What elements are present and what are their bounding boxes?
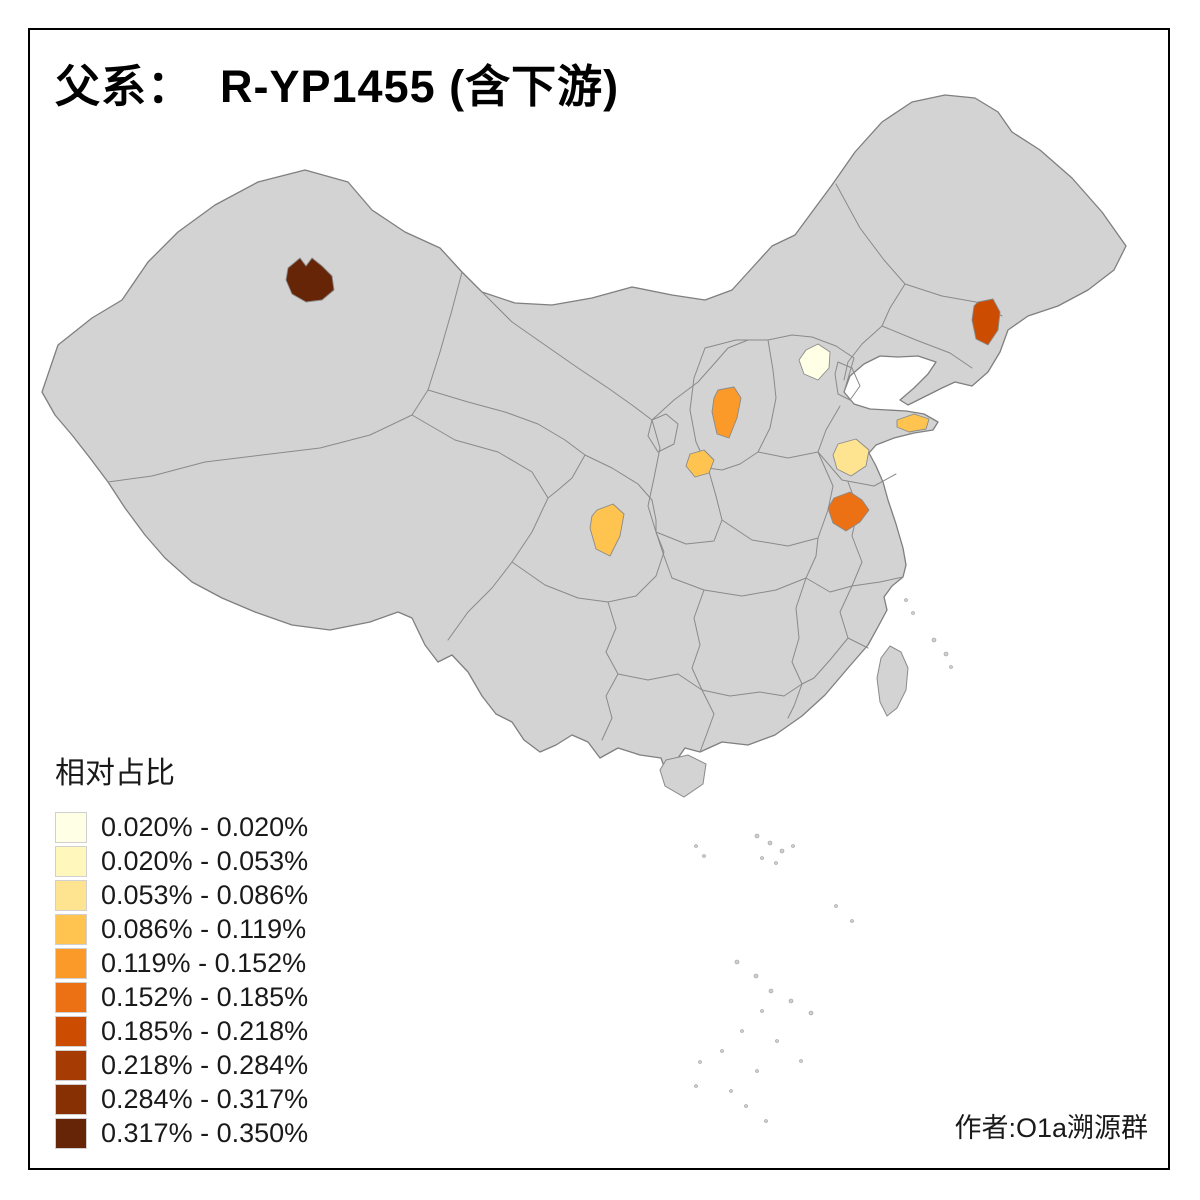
island-dot (904, 598, 908, 602)
legend-swatch (55, 1117, 87, 1149)
sea-islands (694, 598, 953, 1123)
legend-swatch (55, 879, 87, 911)
choropleth-region-anhui-north (827, 491, 870, 532)
island-dot (850, 919, 854, 923)
legend-label: 0.152% - 0.185% (101, 981, 309, 1012)
island-dot (740, 1029, 744, 1033)
choropleth-region-shanxi-south (685, 449, 715, 478)
legend-swatch (55, 981, 87, 1013)
highlighted-regions (285, 257, 1001, 557)
legend-label: 0.317% - 0.350% (101, 1117, 309, 1148)
choropleth-region-shandong-west (832, 438, 870, 477)
islands (659, 598, 953, 1123)
legend-item: 0.218% - 0.284% (55, 1048, 308, 1082)
island-dot (779, 848, 785, 854)
taiwan-island (876, 645, 909, 717)
country-outline (41, 94, 1127, 773)
legend-item: 0.020% - 0.053% (55, 844, 308, 878)
island-dot (788, 998, 794, 1004)
legend-item: 0.185% - 0.218% (55, 1014, 308, 1048)
legend-label: 0.086% - 0.119% (101, 913, 307, 944)
island-dot (774, 861, 778, 865)
legend-label: 0.053% - 0.086% (101, 879, 309, 910)
island-dot (943, 651, 949, 657)
choropleth-region-jilin-east (971, 298, 1001, 346)
island-dot (760, 856, 764, 860)
legend-item: 0.053% - 0.086% (55, 878, 308, 912)
island-dot (702, 854, 706, 858)
island-dot (694, 844, 698, 848)
island-dot (791, 844, 795, 848)
choropleth-region-xinjiang-ili (285, 257, 335, 303)
legend-item: 0.086% - 0.119% (55, 912, 308, 946)
legend-swatch (55, 1049, 87, 1081)
legend-item: 0.119% - 0.152% (55, 946, 308, 980)
hainan-island (659, 754, 707, 798)
island-dot (764, 1119, 768, 1123)
legend-label: 0.020% - 0.053% (101, 845, 309, 876)
choropleth-region-shandong-peninsula (896, 413, 930, 433)
island-dot (775, 1039, 779, 1043)
island-dot (931, 637, 937, 643)
legend-label: 0.020% - 0.020% (101, 811, 309, 842)
legend-item: 0.020% - 0.020% (55, 810, 308, 844)
legend-label: 0.218% - 0.284% (101, 1049, 309, 1080)
legend: 相对占比 0.020% - 0.020% 0.020% - 0.053% 0.0… (55, 748, 308, 1150)
island-dot (767, 840, 773, 846)
island-dot (744, 1104, 748, 1108)
legend-item: 0.152% - 0.185% (55, 980, 308, 1014)
island-dot (720, 1049, 724, 1053)
island-dot (694, 1084, 698, 1088)
island-dot (834, 904, 838, 908)
island-dot (808, 1010, 814, 1016)
choropleth-region-shanxi-central (711, 386, 742, 439)
island-dot (734, 959, 740, 965)
choropleth-region-sichuan-central (589, 503, 625, 557)
island-dot (754, 833, 760, 839)
legend-swatch (55, 811, 87, 843)
legend-item: 0.317% - 0.350% (55, 1116, 308, 1150)
island-dot (768, 988, 774, 994)
legend-title: 相对占比 (55, 757, 175, 790)
legend-swatch (55, 947, 87, 979)
legend-swatch (55, 1083, 87, 1115)
legend-label: 0.185% - 0.218% (101, 1015, 309, 1046)
legend-label: 0.119% - 0.152% (101, 947, 307, 978)
province-borders (107, 183, 1003, 753)
legend-item: 0.284% - 0.317% (55, 1082, 308, 1116)
island-dot (949, 665, 953, 669)
island-dot (698, 1060, 702, 1064)
map-title: 父系： R-YP1455 (含下游) (55, 61, 620, 112)
island-dot (753, 973, 759, 979)
choropleth-region-beijing (798, 343, 831, 381)
island-dot (799, 1059, 803, 1063)
island-dot (729, 1089, 733, 1093)
island-dot (755, 1069, 759, 1073)
island-dot (911, 611, 915, 615)
mainland-shape (41, 94, 1127, 773)
legend-swatch (55, 1015, 87, 1047)
attribution-text: 作者:O1a溯源群 (954, 1113, 1148, 1143)
island-dot (760, 1009, 764, 1013)
legend-label: 0.284% - 0.317% (101, 1083, 309, 1114)
legend-swatch (55, 845, 87, 877)
legend-swatch (55, 913, 87, 945)
